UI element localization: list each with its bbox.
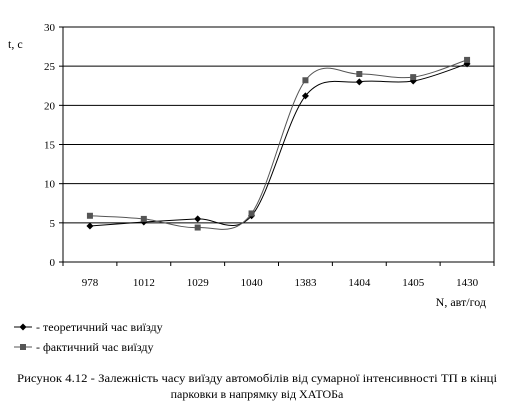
x-tick-label: 1029 [187, 277, 210, 289]
y-tick-label: 20 [44, 100, 56, 112]
data-point [302, 77, 309, 84]
y-tick-label: 30 [44, 22, 56, 34]
y-tick-label: 10 [44, 179, 56, 191]
x-tick-label: 1405 [402, 277, 425, 289]
data-point [248, 210, 255, 217]
x-tick-label: 978 [82, 277, 99, 289]
data-point [301, 92, 309, 100]
data-point [355, 78, 363, 86]
y-tick-label: 5 [50, 218, 56, 230]
x-tick-label: 1404 [348, 277, 371, 289]
series-line [89, 63, 468, 227]
data-point [464, 56, 471, 63]
data-point [356, 71, 363, 77]
legend-label: - теоретичний час виїзду [36, 320, 163, 334]
y-tick-label: 25 [44, 61, 56, 73]
data-point [140, 215, 147, 222]
x-axis-label: N, авт/год [436, 295, 486, 309]
y-axis-label: t, c [8, 37, 23, 51]
series-2 [86, 56, 471, 231]
x-tick-label: 1430 [456, 277, 479, 289]
data-point [194, 215, 202, 223]
gridlines [63, 26, 494, 263]
series-line [89, 59, 468, 230]
x-tick-label: 1040 [241, 277, 264, 289]
y-tick-label: 15 [44, 140, 56, 152]
legend-item: - теоретичний час виїзду [14, 320, 163, 334]
x-tick-label: 1383 [294, 277, 317, 289]
x-axis-ticks: 978 1012 1029 1040 1383 1404 1405 1430 [62, 262, 495, 289]
legend-item: - фактичний час виїзду [14, 340, 153, 354]
y-axis-ticks: 0 5 10 15 20 25 30 [44, 22, 63, 269]
data-point [86, 212, 93, 219]
legend-marker [20, 344, 26, 350]
figure-caption-line-1: Рисунок 4.12 - Залежність часу виїзду ав… [17, 371, 498, 385]
legend-marker [19, 323, 27, 331]
y-tick-label: 0 [50, 257, 56, 269]
figure-caption-line-2: парковки в напрямку від ХАТОБа [171, 387, 344, 401]
legend-label: - фактичний час виїзду [36, 340, 153, 354]
legend: - теоретичний час виїзду - фактичний час … [14, 320, 163, 354]
series-layer [86, 56, 471, 231]
x-tick-label: 1012 [133, 277, 155, 289]
data-point [194, 224, 201, 231]
data-point [86, 222, 94, 230]
data-point [410, 74, 417, 81]
